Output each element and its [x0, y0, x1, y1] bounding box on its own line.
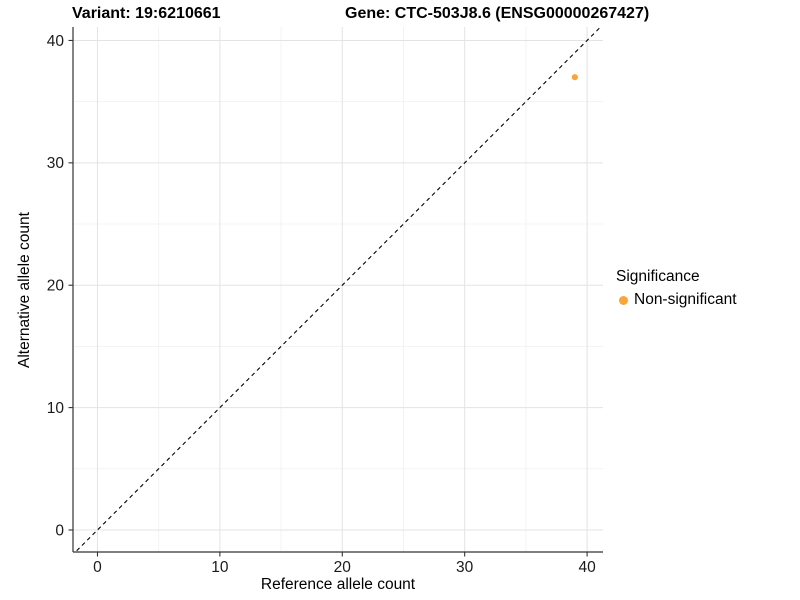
- legend-point-icon: [619, 295, 628, 305]
- x-tick-label: 40: [578, 559, 596, 576]
- legend-title: Significance: [616, 268, 700, 285]
- identity-reference-line: [74, 27, 602, 552]
- y-axis-title: Alternative allele count: [16, 212, 33, 368]
- x-tick-label: 10: [211, 559, 229, 576]
- legend-item-label: Non-significant: [634, 291, 737, 308]
- x-tick-label: 20: [334, 559, 352, 576]
- y-tick-label: 20: [47, 278, 65, 295]
- x-axis-title: Reference allele count: [260, 576, 416, 593]
- y-tick-label: 40: [47, 33, 65, 50]
- y-tick-label: 0: [55, 522, 64, 539]
- data-point: [571, 74, 578, 81]
- plot-title-gene: Gene: CTC-503J8.6 (ENSG00000267427): [345, 5, 650, 22]
- y-tick-label: 30: [47, 155, 65, 172]
- legend: Significance Non-significant: [616, 268, 737, 309]
- plot-title-variant: Variant: 19:6210661: [72, 5, 221, 22]
- legend-item: Non-significant: [616, 291, 737, 309]
- y-tick-label: 10: [47, 400, 65, 417]
- x-tick-label: 0: [93, 559, 102, 576]
- x-tick-label: 30: [456, 559, 474, 576]
